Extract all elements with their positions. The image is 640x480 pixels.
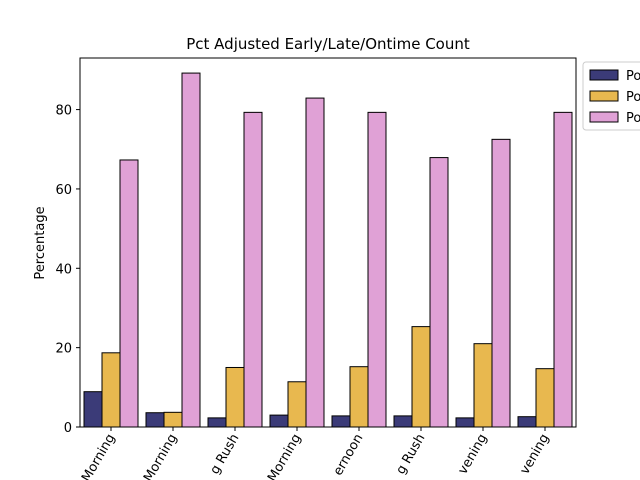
legend-label: Po bbox=[626, 90, 640, 105]
bar bbox=[411, 326, 431, 428]
bar bbox=[455, 417, 475, 428]
bar bbox=[207, 417, 227, 428]
bar bbox=[349, 366, 369, 428]
bar bbox=[101, 352, 121, 428]
plot-frame bbox=[79, 57, 577, 428]
bar bbox=[473, 343, 493, 428]
bar bbox=[83, 391, 103, 428]
bar bbox=[491, 138, 511, 428]
bar bbox=[429, 157, 449, 428]
legend-label: Po bbox=[626, 69, 640, 84]
bar bbox=[367, 111, 387, 428]
x-tick-label: g Rush bbox=[393, 432, 428, 478]
bar bbox=[119, 159, 139, 428]
x-tick-label: Morning bbox=[265, 432, 304, 480]
chart-title: Pct Adjusted Early/Late/Ontime Count bbox=[186, 35, 470, 53]
bar bbox=[535, 368, 555, 428]
bar bbox=[243, 111, 263, 428]
x-tick-label: vening bbox=[517, 432, 552, 478]
x-axis: Morning Morning g Rush Morning ernoon g Rush v… bbox=[79, 427, 552, 480]
y-axis: 0 20 40 60 80 bbox=[55, 104, 80, 436]
legend: Po Po Po bbox=[582, 61, 640, 131]
y-tick-label: 40 bbox=[55, 262, 72, 277]
bar bbox=[517, 416, 537, 428]
legend-label: Po bbox=[626, 111, 640, 126]
x-tick-label: ernoon bbox=[331, 432, 367, 479]
y-tick-label: 20 bbox=[55, 342, 72, 357]
bar bbox=[225, 366, 245, 428]
bar bbox=[269, 414, 289, 428]
bar bbox=[287, 381, 307, 428]
bar bbox=[181, 72, 201, 428]
bar bbox=[393, 415, 413, 428]
bar bbox=[163, 411, 183, 428]
y-axis-label: Percentage bbox=[33, 206, 48, 279]
legend-swatch bbox=[589, 111, 619, 123]
x-tick-label: vening bbox=[455, 432, 490, 478]
legend-swatch bbox=[589, 90, 619, 102]
bar bbox=[145, 412, 165, 428]
bars-group bbox=[83, 72, 573, 428]
y-tick-label: 80 bbox=[55, 104, 72, 119]
y-tick-label: 60 bbox=[55, 183, 72, 198]
x-tick-label: Morning bbox=[79, 432, 118, 480]
y-tick-label: 0 bbox=[64, 421, 72, 436]
x-tick-label: Morning bbox=[141, 432, 180, 480]
bar bbox=[305, 97, 325, 428]
x-tick-label: g Rush bbox=[207, 432, 242, 478]
bar bbox=[331, 415, 351, 428]
bar bbox=[553, 111, 573, 428]
legend-swatch bbox=[589, 69, 619, 81]
